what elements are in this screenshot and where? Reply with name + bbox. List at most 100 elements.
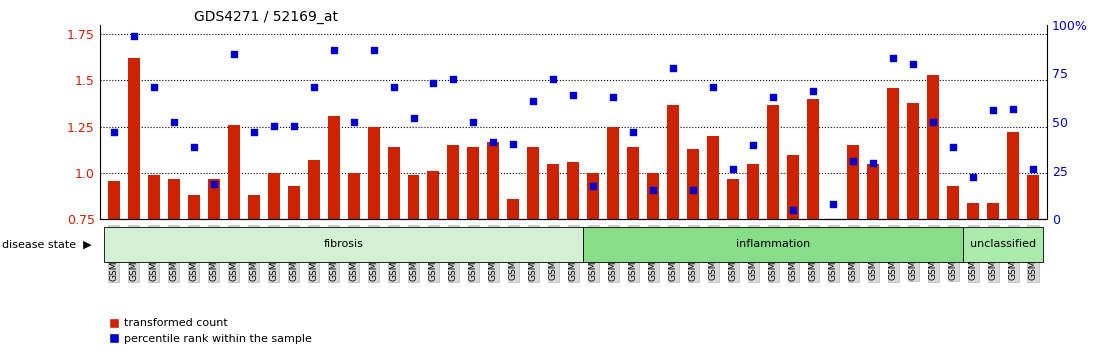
Point bbox=[365, 47, 382, 53]
Point bbox=[424, 80, 442, 86]
Bar bbox=[488, 142, 500, 219]
Point bbox=[404, 115, 422, 121]
Bar bbox=[963, 227, 1043, 262]
Text: GDS4271 / 52169_at: GDS4271 / 52169_at bbox=[195, 10, 338, 24]
Point bbox=[305, 84, 322, 90]
Point bbox=[844, 158, 862, 164]
Point bbox=[884, 55, 902, 61]
Bar bbox=[348, 173, 359, 219]
Point bbox=[345, 119, 362, 125]
Text: fibrosis: fibrosis bbox=[324, 239, 363, 249]
Bar bbox=[647, 173, 659, 219]
Bar bbox=[187, 195, 199, 219]
Point bbox=[564, 92, 583, 98]
Point bbox=[105, 129, 123, 135]
Point bbox=[924, 119, 942, 125]
Bar bbox=[767, 104, 779, 219]
Point bbox=[685, 187, 702, 193]
Point bbox=[245, 129, 263, 135]
Text: unclassified: unclassified bbox=[970, 239, 1036, 249]
Point bbox=[464, 119, 482, 125]
Point bbox=[384, 84, 402, 90]
Bar bbox=[104, 227, 584, 262]
Bar bbox=[868, 164, 879, 219]
Point bbox=[665, 65, 683, 70]
Bar bbox=[227, 125, 239, 219]
Bar bbox=[707, 136, 719, 219]
Bar bbox=[687, 149, 699, 219]
Bar bbox=[408, 175, 420, 219]
Point bbox=[145, 84, 163, 90]
Text: disease state  ▶: disease state ▶ bbox=[2, 239, 92, 249]
Bar bbox=[907, 103, 920, 219]
Text: inflammation: inflammation bbox=[736, 239, 810, 249]
Point bbox=[444, 76, 462, 82]
Point bbox=[605, 94, 623, 99]
Bar bbox=[584, 227, 963, 262]
Point bbox=[484, 139, 502, 144]
Point bbox=[1024, 166, 1042, 172]
Point bbox=[1004, 105, 1022, 111]
Bar bbox=[268, 173, 279, 219]
Bar bbox=[428, 171, 440, 219]
Bar bbox=[547, 164, 560, 219]
Point bbox=[984, 108, 1002, 113]
Bar bbox=[607, 127, 619, 219]
Bar bbox=[967, 203, 979, 219]
Bar bbox=[587, 173, 599, 219]
Legend: transformed count, percentile rank within the sample: transformed count, percentile rank withi… bbox=[105, 314, 317, 348]
Point bbox=[625, 129, 643, 135]
Bar bbox=[987, 203, 999, 219]
Bar bbox=[468, 147, 480, 219]
Bar bbox=[328, 116, 339, 219]
Point bbox=[944, 144, 962, 150]
Bar bbox=[1007, 132, 1019, 219]
Bar bbox=[247, 195, 259, 219]
Point bbox=[765, 94, 782, 99]
Bar bbox=[1027, 175, 1039, 219]
Bar bbox=[848, 145, 859, 219]
Point bbox=[904, 61, 922, 67]
Point bbox=[804, 88, 822, 94]
Bar bbox=[947, 186, 960, 219]
Bar bbox=[747, 164, 759, 219]
Point bbox=[185, 144, 203, 150]
Point bbox=[705, 84, 722, 90]
Bar bbox=[207, 179, 219, 219]
Point bbox=[784, 207, 802, 212]
Bar bbox=[507, 199, 520, 219]
Point bbox=[285, 123, 302, 129]
Bar bbox=[308, 160, 319, 219]
Bar bbox=[368, 127, 380, 219]
Point bbox=[524, 98, 542, 103]
Point bbox=[864, 160, 882, 166]
Bar bbox=[388, 147, 400, 219]
Bar bbox=[567, 162, 579, 219]
Point bbox=[725, 166, 742, 172]
Bar bbox=[167, 179, 179, 219]
Point bbox=[964, 174, 982, 179]
Point bbox=[645, 187, 663, 193]
Bar bbox=[808, 99, 819, 219]
Bar bbox=[888, 88, 900, 219]
Bar bbox=[448, 145, 460, 219]
Point bbox=[225, 51, 243, 57]
Bar bbox=[127, 58, 140, 219]
Bar bbox=[927, 75, 940, 219]
Point bbox=[544, 76, 562, 82]
Point bbox=[165, 119, 183, 125]
Point bbox=[265, 123, 283, 129]
Bar bbox=[727, 179, 739, 219]
Bar bbox=[788, 155, 799, 219]
Bar bbox=[147, 175, 160, 219]
Bar bbox=[527, 147, 540, 219]
Point bbox=[205, 182, 223, 187]
Bar bbox=[288, 186, 299, 219]
Point bbox=[824, 201, 842, 207]
Point bbox=[504, 141, 522, 146]
Bar bbox=[667, 104, 679, 219]
Point bbox=[745, 143, 762, 148]
Point bbox=[585, 183, 603, 189]
Point bbox=[325, 47, 342, 53]
Point bbox=[125, 34, 143, 39]
